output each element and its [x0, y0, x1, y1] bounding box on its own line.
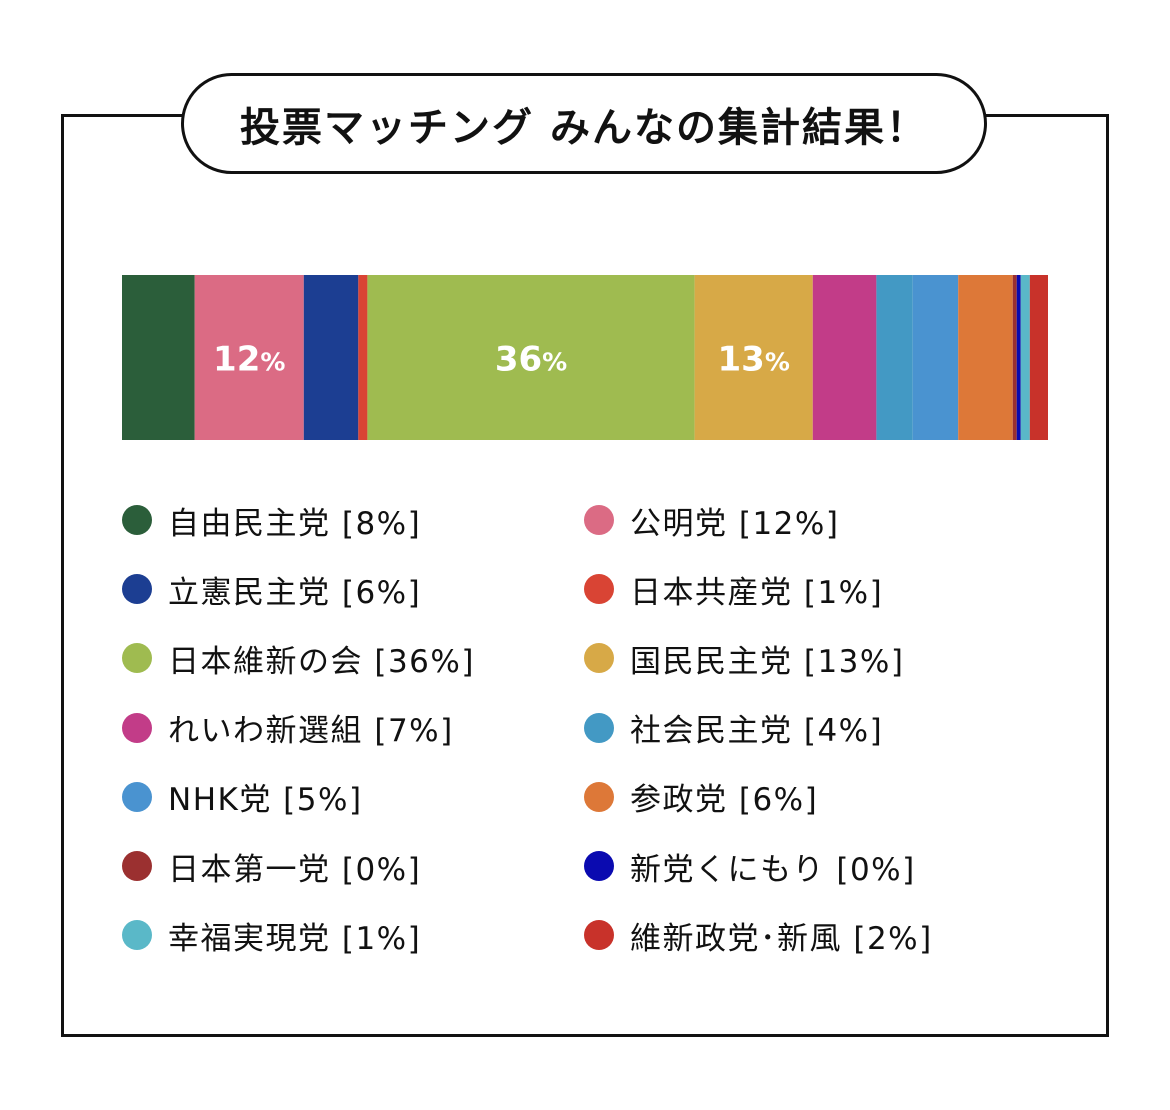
legend-label: 社会民主党 [4%]	[630, 713, 884, 750]
legend-item: 国民民主党 [13%]	[584, 638, 905, 680]
legend-item: 維新政党･新風 [2%]	[584, 915, 933, 957]
legend-swatch	[122, 712, 152, 743]
bar-segment-国民民主党	[694, 275, 813, 440]
legend-label: 公明党 [12%]	[630, 505, 840, 542]
legend-swatch	[584, 574, 614, 605]
legend-label: 日本維新の会 [36%]	[168, 643, 475, 680]
legend-item: 日本共産党 [1%]	[584, 569, 884, 611]
legend-item: 公明党 [12%]	[584, 500, 840, 542]
title-pill: 投票マッチング みんなの集計結果！	[181, 73, 987, 174]
bar-data-label: 36%	[495, 340, 567, 380]
bar-segment-維新政党・新風	[1029, 275, 1048, 440]
legend-item: れいわ新選組 [7%]	[122, 708, 454, 750]
bar-segment-参政党	[958, 275, 1013, 440]
bar-segment-日本第一党	[1012, 275, 1017, 440]
legend-swatch	[122, 505, 152, 535]
legend-label: NHK党 [5%]	[168, 782, 363, 819]
bar-segment-日本共産党	[358, 275, 368, 440]
legend-swatch	[584, 851, 614, 881]
legend-label: れいわ新選組 [7%]	[168, 713, 454, 750]
bar-segment-NHK党	[912, 275, 959, 440]
legend-swatch	[584, 643, 614, 674]
legend-swatch	[584, 781, 614, 812]
legend-label: 維新政党･新風 [2%]	[630, 920, 933, 957]
legend-swatch	[122, 920, 152, 951]
legend-label: 日本共産党 [1%]	[630, 574, 884, 611]
legend-label: 国民民主党 [13%]	[630, 643, 905, 680]
legend-item: 参政党 [6%]	[584, 777, 819, 819]
legend-item: 社会民主党 [4%]	[584, 708, 884, 750]
legend-item: NHK党 [5%]	[122, 777, 363, 819]
bar-segment-自由民主党	[122, 275, 195, 440]
legend-item: 幸福実現党 [1%]	[122, 915, 422, 957]
legend-label: 自由民主党 [8%]	[168, 505, 422, 542]
bar-segment-公明党	[194, 275, 304, 440]
legend-item: 自由民主党 [8%]	[122, 500, 422, 542]
bar-segment-れいわ新選組	[812, 275, 877, 440]
legend-swatch	[584, 712, 614, 743]
legend-swatch	[122, 781, 152, 812]
bar-data-label: 12%	[213, 340, 285, 380]
legend-label: 立憲民主党 [6%]	[168, 574, 422, 611]
legend-item: 新党くにもり [0%]	[584, 846, 916, 888]
bar-data-label: 13%	[717, 340, 789, 380]
legend-label: 新党くにもり [0%]	[630, 851, 916, 888]
bar-segment-新党くにもり	[1016, 275, 1021, 440]
legend-label: 参政党 [6%]	[630, 782, 819, 819]
legend-item: 日本維新の会 [36%]	[122, 638, 475, 680]
legend-swatch	[584, 920, 614, 951]
bar-segment-幸福実現党	[1020, 275, 1030, 440]
bar-segment-社会民主党	[876, 275, 913, 440]
legend-swatch	[122, 574, 152, 605]
legend-label: 日本第一党 [0%]	[168, 851, 422, 888]
legend-swatch	[584, 505, 614, 535]
bar-segment-日本維新の会	[367, 275, 695, 440]
legend-label: 幸福実現党 [1%]	[168, 920, 422, 957]
legend-item: 立憲民主党 [6%]	[122, 569, 422, 611]
legend-swatch	[122, 643, 152, 674]
bar-segment-立憲民主党	[303, 275, 359, 440]
legend-swatch	[122, 851, 152, 881]
legend-item: 日本第一党 [0%]	[122, 846, 422, 888]
chart-title: 投票マッチング みんなの集計結果！	[240, 104, 928, 151]
